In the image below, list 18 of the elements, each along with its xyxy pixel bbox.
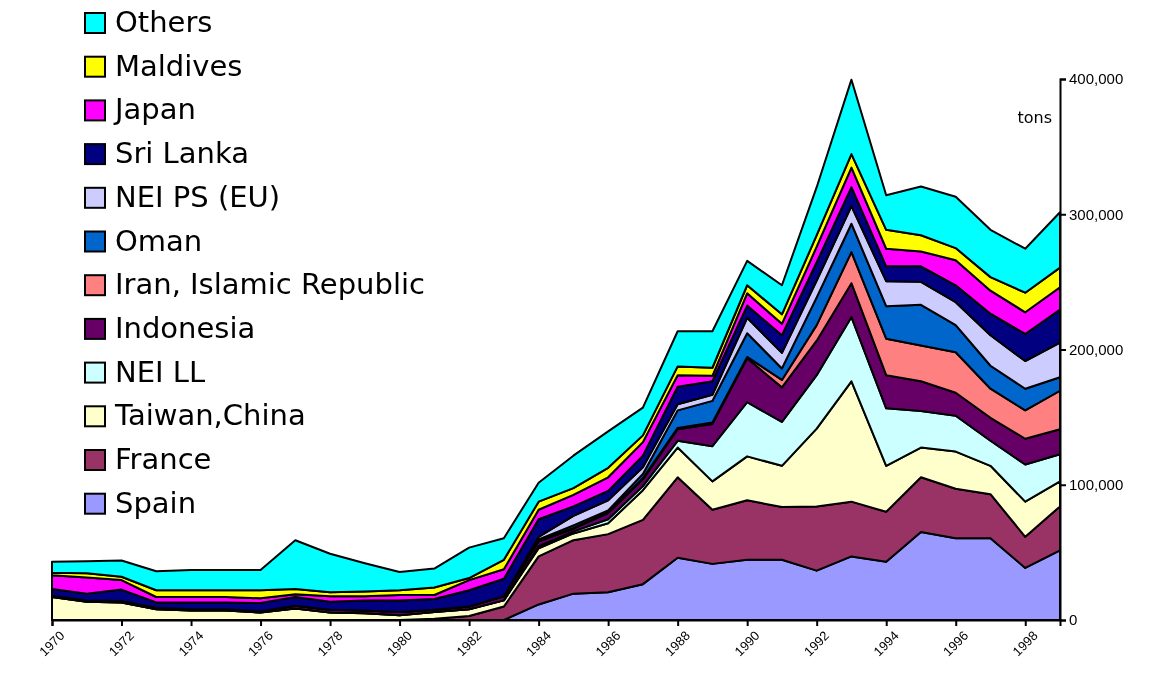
legend-label: NEI LL [115,354,206,389]
legend-label: Iran, Islamic Republic [115,267,425,302]
legend-label: Indonesia [115,310,256,345]
y-tick-label: 400,000 [1069,70,1124,88]
legend-label: NEI PS (EU) [115,179,281,214]
legend-label: Taiwan,China [114,398,306,433]
legend-label: Sri Lanka [115,136,249,171]
legend-label: Oman [115,223,203,258]
legend-label: Others [115,5,213,39]
y-tick-label: 100,000 [1069,476,1124,494]
y-axis-title: tons [1017,108,1052,127]
legend-label: Spain [115,485,197,520]
y-tick-label: 300,000 [1069,205,1124,223]
legend-label: Japan [113,92,196,127]
y-tick-label: 0 [1069,611,1078,629]
legend-label: Maldives [115,48,243,83]
legend-label: France [115,442,212,476]
y-tick-label: 200,000 [1069,340,1124,358]
